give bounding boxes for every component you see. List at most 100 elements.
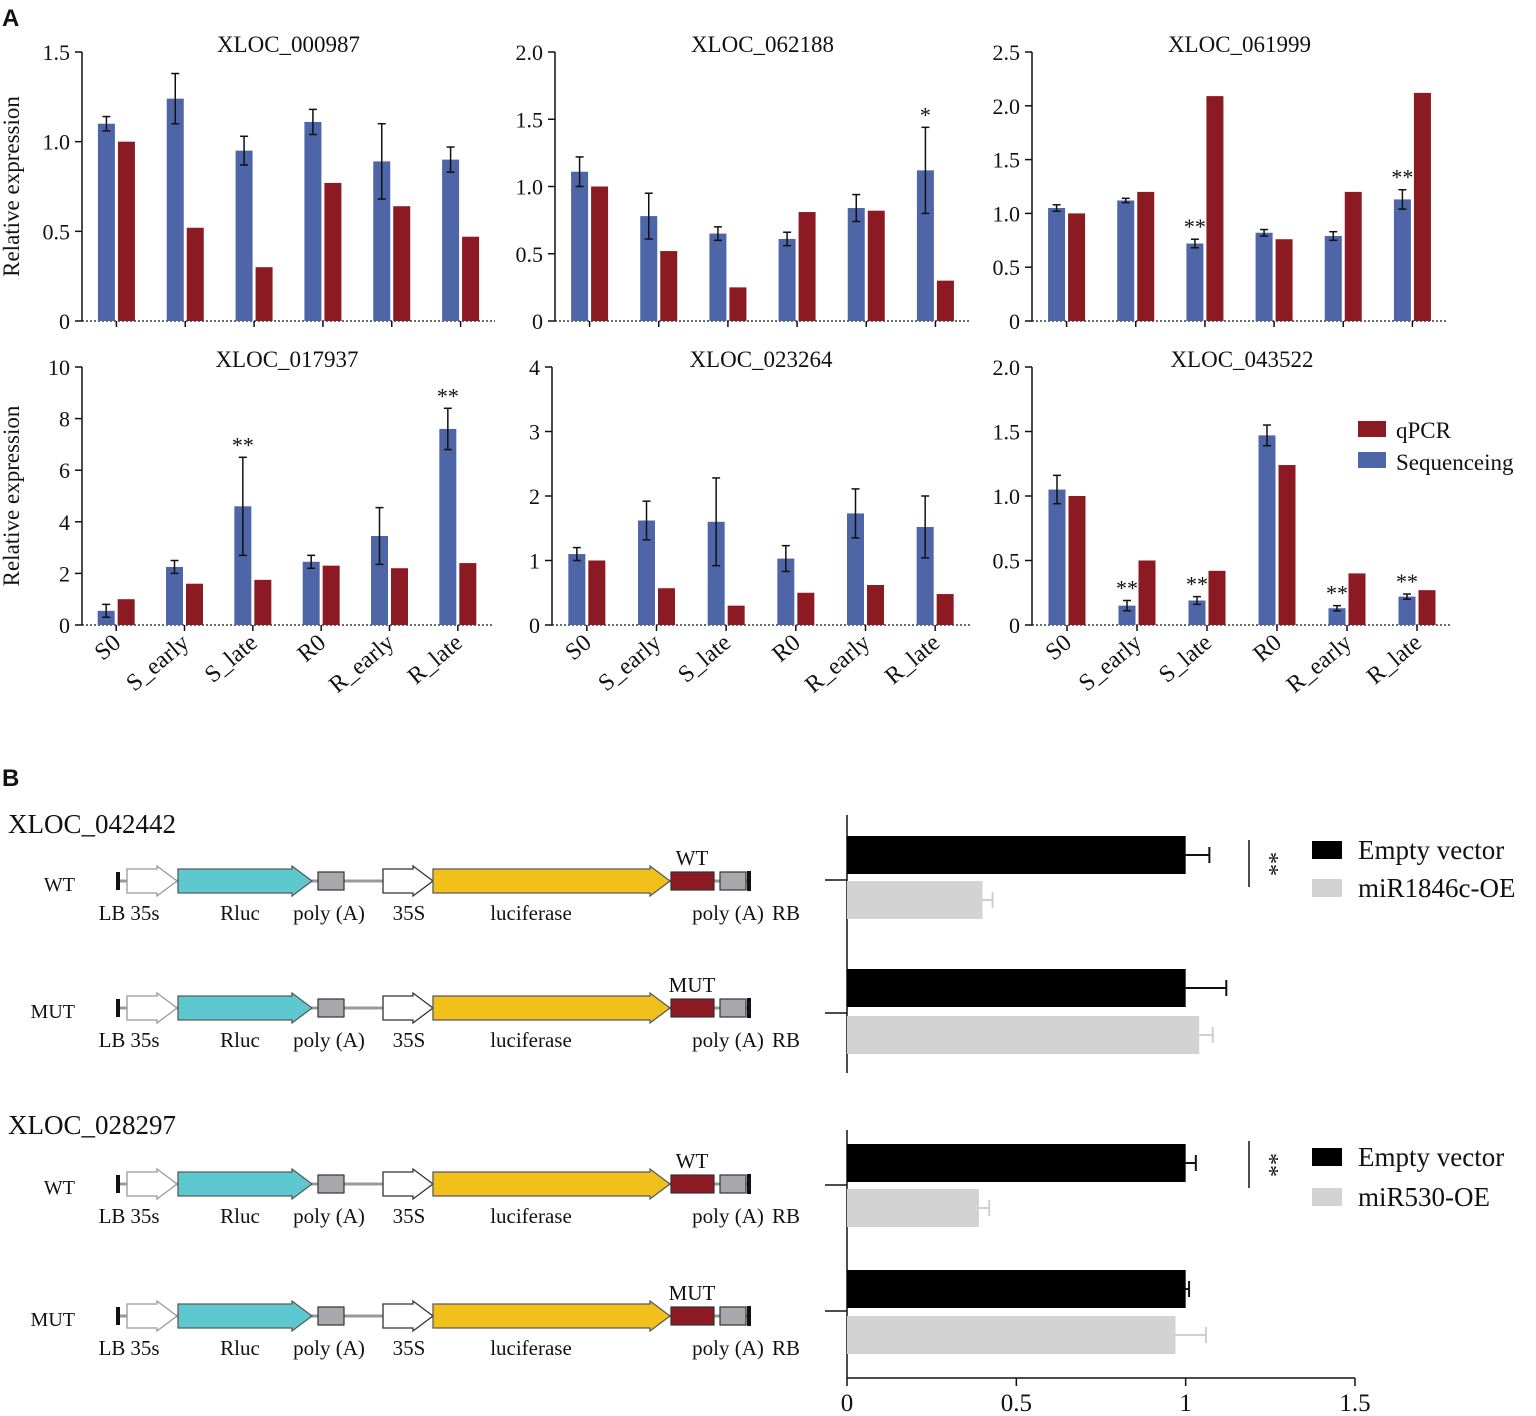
bar-qpcr <box>1068 213 1086 321</box>
bar-sequencing <box>1255 232 1273 321</box>
bar-sequencing <box>235 150 253 321</box>
x-tick-label: S0 <box>561 630 597 666</box>
y-tick-label: 2 <box>59 561 70 586</box>
bar-chart: 0 1 2 3 4 XLOC_023264 S0S_early S_late R0R_early… <box>529 347 970 698</box>
legend-swatch-overexpression <box>1312 1188 1342 1206</box>
legend-label-overexpression: miR1846c-OE <box>1358 873 1515 903</box>
bar-qpcr <box>867 210 885 321</box>
bar-empty-vector <box>847 1144 1186 1182</box>
bar-sequencing <box>371 535 388 625</box>
bar-qpcr <box>1068 496 1086 625</box>
x-tick-label: R0 <box>293 630 331 668</box>
bar-qpcr <box>186 227 204 321</box>
bar-qpcr <box>660 251 678 321</box>
target-site-label: MUT <box>669 973 716 997</box>
bar-qpcr <box>797 592 815 625</box>
bar-qpcr <box>462 236 480 321</box>
y-tick-label: 0.5 <box>993 549 1021 574</box>
legend-swatch-empty-vector <box>1312 1148 1342 1166</box>
promoter-35S-arrow <box>382 1167 435 1201</box>
y-tick-label: 1.0 <box>516 175 544 200</box>
bar-qpcr <box>936 594 954 625</box>
significance-label: ** <box>437 383 459 408</box>
construct-element-label: RB <box>772 1336 800 1360</box>
chart-title: XLOC_017937 <box>215 347 358 372</box>
bar-chart: 0 0.5 1.0 1.5 2.0 XLOC_062188 * <box>516 32 970 334</box>
bar-sequencing <box>568 554 586 625</box>
rb-border <box>747 1306 751 1326</box>
bar-qpcr <box>798 212 816 321</box>
rb-border <box>747 871 751 891</box>
bar-sequencing <box>916 526 934 625</box>
bar-overexpression <box>847 1316 1176 1354</box>
bar-sequencing <box>1324 235 1342 321</box>
legend-swatch-empty-vector <box>1312 841 1342 859</box>
bar-qpcr <box>186 583 203 625</box>
legend-label-empty-vector: Empty vector <box>1358 835 1504 865</box>
bar-qpcr <box>459 563 477 625</box>
bar-qpcr <box>729 287 747 321</box>
y-tick-label: 2.0 <box>516 40 544 65</box>
bar-sequencing <box>302 561 320 625</box>
construct-element-label: poly (A) <box>293 1336 365 1360</box>
bar-sequencing <box>916 170 934 321</box>
construct-element-label: luciferase <box>490 901 572 925</box>
polya-box <box>719 1174 747 1194</box>
rluc-arrow <box>177 991 314 1025</box>
significance-label: ** <box>1116 575 1138 600</box>
y-tick-label: 2.5 <box>993 40 1021 65</box>
bar-qpcr <box>591 186 609 321</box>
legend-label-sequencing: Sequenceing <box>1396 450 1514 475</box>
bar-sequencing <box>1186 243 1204 321</box>
y-tick-label: 1.5 <box>43 40 71 65</box>
bar-sequencing <box>1048 489 1066 625</box>
bar-sequencing <box>373 161 391 321</box>
target-site-box <box>670 871 715 891</box>
y-tick-label: 0 <box>59 613 70 638</box>
legend-swatch-overexpression <box>1312 879 1342 897</box>
chart-title: XLOC_061999 <box>1168 32 1311 57</box>
bar-sequencing <box>778 238 796 321</box>
panel-a-charts: 0 0.5 1.0 1.5 XLOC_000987 Relative expression… <box>0 32 1514 698</box>
y-tick-label: 0 <box>532 309 543 334</box>
significance-label: ** <box>1256 1153 1282 1177</box>
chart-title: XLOC_062188 <box>691 32 834 57</box>
y-axis-label: Relative expression <box>0 96 24 277</box>
lb-border <box>116 999 120 1017</box>
chart-title: XLOC_043522 <box>1170 347 1313 372</box>
legend-label-qpcr: qPCR <box>1396 418 1452 443</box>
bar-sequencing <box>1398 596 1416 625</box>
y-tick-label: 1.5 <box>516 107 544 132</box>
construct-element-label: poly (A) <box>293 1028 365 1052</box>
bar-qpcr <box>1137 191 1155 321</box>
construct-element-label: 35s <box>130 1204 159 1228</box>
x-tick-label: S_early <box>1074 630 1147 697</box>
legend-label-overexpression: miR530-OE <box>1358 1182 1490 1212</box>
construct-row: MUT MUT LB 35s Rluc poly (A) 35S luciferase poly… <box>31 973 800 1052</box>
y-tick-label: 0 <box>1009 309 1020 334</box>
bar-qpcr <box>1138 560 1156 625</box>
bar-overexpression <box>847 1016 1200 1054</box>
bar-overexpression <box>847 881 983 919</box>
construct-element-label: poly (A) <box>692 1204 764 1228</box>
polya-box <box>317 1174 345 1194</box>
significance-label: ** <box>1326 581 1348 606</box>
x-tick-label: S_late <box>1154 630 1217 688</box>
construct-element-label: 35s <box>130 901 159 925</box>
legend-swatch-qpcr <box>1358 421 1386 437</box>
bar-sequencing <box>166 98 184 321</box>
horizontal-bar-chart: ** Empty vector miR1846c-OE <box>825 815 1515 1073</box>
construct-element-label: LB <box>99 1204 126 1228</box>
y-tick-label: 0 <box>529 613 540 638</box>
construct-element-label: Rluc <box>220 1336 260 1360</box>
significance-label: ** <box>232 432 254 457</box>
promoter-35s-arrow <box>126 1299 179 1333</box>
bar-qpcr <box>324 182 342 321</box>
construct-element-label: 35S <box>393 1204 426 1228</box>
bar-qpcr <box>117 141 135 321</box>
x-tick-label: R_early <box>800 630 875 699</box>
construct-element-label: poly (A) <box>692 1336 764 1360</box>
x-tick-label: R_late <box>880 630 945 690</box>
construct-element-label: 35s <box>130 1028 159 1052</box>
y-tick-label: 1.0 <box>993 201 1021 226</box>
